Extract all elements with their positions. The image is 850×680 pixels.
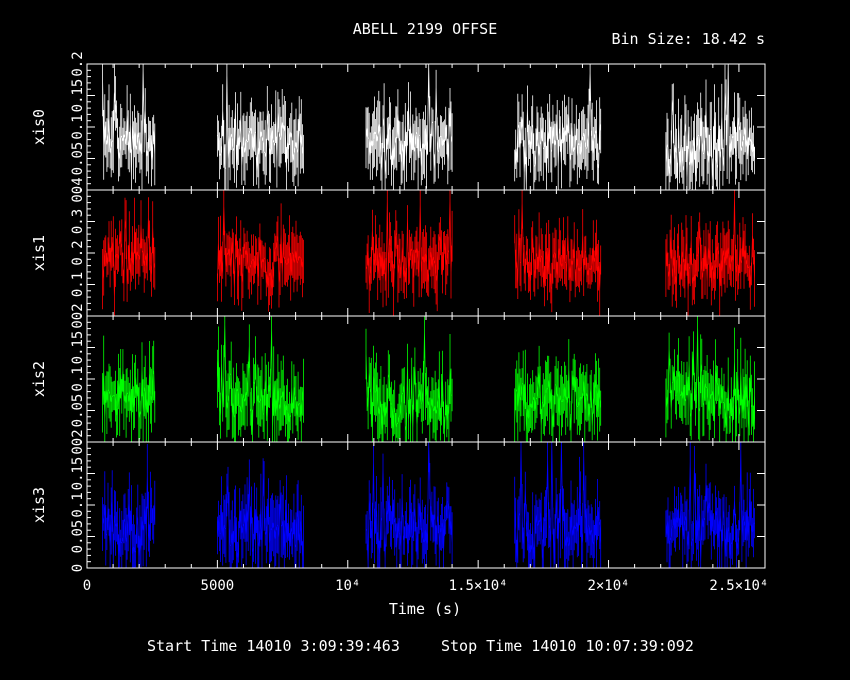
- panel-xis1: 0 0.1 0.2 0.3 0.4 xis1: [30, 177, 766, 320]
- xis0-light-curve: [102, 64, 755, 190]
- x-tick-label: 2×10⁴: [587, 578, 629, 594]
- xis2-y-tick-label: 0: [70, 438, 86, 446]
- xis1-y-tick-label: 0.1: [70, 272, 86, 297]
- x-tick-label: 2.5×10⁴: [709, 578, 768, 594]
- chart-title: ABELL 2199 OFFSE: [353, 20, 498, 38]
- bin-size-label: Bin Size: 18.42 s: [611, 30, 765, 48]
- xis1-y-tick-label: 0.2: [70, 240, 86, 265]
- xis2-axis-label: xis2: [30, 361, 48, 397]
- xis2-y-tick-label: 0.2: [70, 303, 86, 328]
- x-tick-label: 1.5×10⁴: [449, 578, 508, 594]
- panel-xis2: 0 0.05 0.10.15 0.2 xis2: [30, 303, 766, 446]
- xis2-y-tick-label: 0.05: [70, 394, 86, 428]
- x-tick-label: 0: [83, 578, 91, 594]
- x-axis-label: Time (s): [389, 600, 461, 618]
- x-tick-label: 10⁴: [335, 578, 360, 594]
- xis0-y-tick-label: 0: [70, 186, 86, 194]
- xis3-y-tick-label: 0: [70, 564, 86, 572]
- x-tick-label: 5000: [201, 578, 235, 594]
- xis0-y-tick-label: 0.05: [70, 142, 86, 176]
- xis3-axis-label: xis3: [30, 487, 48, 523]
- xis2-y-tick-label: 0.1: [70, 366, 86, 391]
- xis1-frame: [86, 189, 766, 317]
- xis3-y-tick-label: 0.05: [70, 520, 86, 554]
- xis2-frame: [86, 315, 766, 443]
- xis0-frame: [86, 63, 766, 191]
- xis0-y-tick-label: 0.1: [70, 114, 86, 139]
- xis1-y-tick-label: 0.4: [70, 177, 86, 202]
- panel-xis0: 0 0.05 0.10.15 0.2 xis0: [30, 51, 766, 194]
- xis1-y-tick-label: 0: [70, 312, 86, 320]
- xis1-light-curve: [102, 190, 755, 316]
- x-axis: 0 5000 10⁴ 1.5×10⁴ 2×10⁴ 2.5×10⁴: [83, 578, 769, 594]
- panel-xis3: 0 0.05 0.10.15 0.2 xis3: [30, 429, 766, 572]
- xis2-light-curve: [102, 316, 755, 442]
- xis3-y-tick-label: 0.2: [70, 429, 86, 454]
- xis0-y-tick-label: 0.2: [70, 51, 86, 76]
- xis1-axis-label: xis1: [30, 235, 48, 271]
- xis3-frame: [86, 441, 766, 569]
- start-time-label: Start Time 14010 3:09:39:463: [147, 637, 400, 655]
- stop-time-label: Stop Time 14010 10:07:39:092: [441, 637, 694, 655]
- panels: 00.050.10.150.2xis000.10.20.30.4xis100.0…: [30, 51, 766, 572]
- xis3-y-tick-label: 0.1: [70, 492, 86, 517]
- xis0-y-tick-label: 0.15: [70, 79, 86, 113]
- xis3-y-tick-label: 0.15: [70, 457, 86, 491]
- xis3-light-curve: [102, 441, 755, 568]
- xis0-axis-label: xis0: [30, 109, 48, 145]
- xis1-y-tick-label: 0.3: [70, 209, 86, 234]
- xis2-y-tick-label: 0.15: [70, 331, 86, 365]
